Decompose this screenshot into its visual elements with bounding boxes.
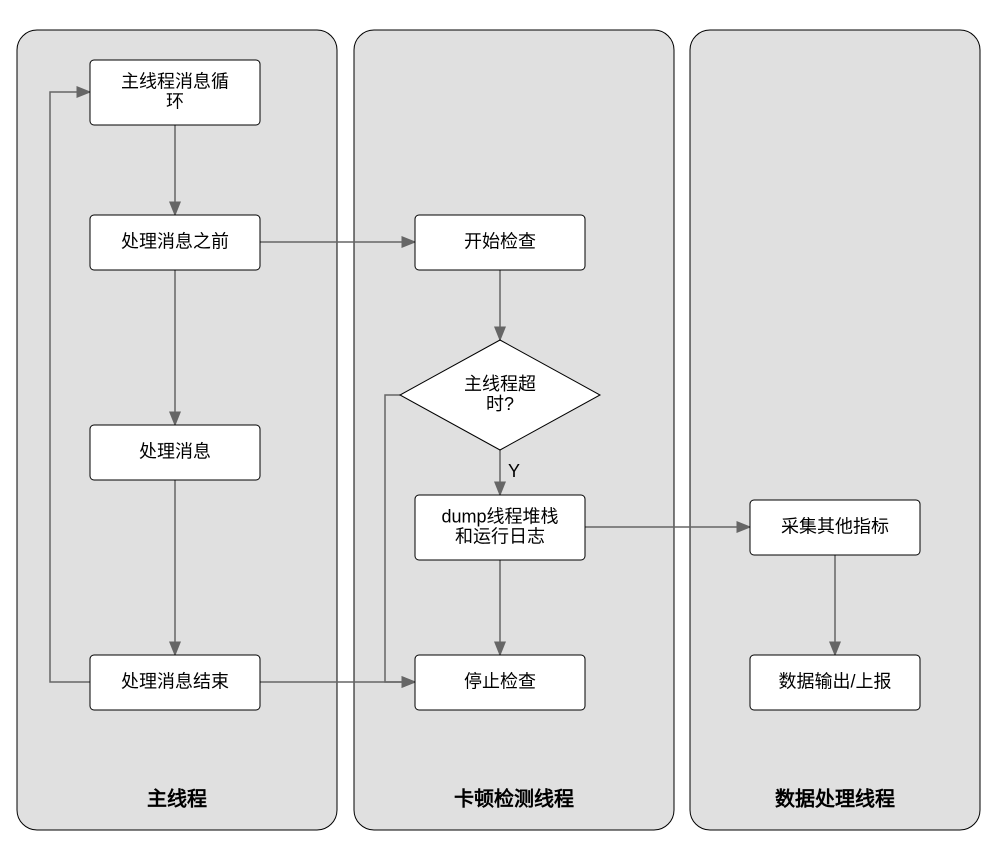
- node-text-n1-1: 环: [166, 91, 184, 111]
- node-text-n9-0: 采集其他指标: [781, 516, 889, 536]
- node-text-n6-0: 主线程超: [464, 374, 536, 394]
- node-text-n8-0: 停止检查: [464, 671, 536, 691]
- lane-title-lane3: 数据处理线程: [775, 786, 895, 810]
- lane-title-lane2: 卡顿检测线程: [454, 786, 574, 810]
- flowchart-diagram: 主线程 卡顿检测线程 数据处理线程 Y 主线程消息循环处理消息之前处理消息处理消息结…: [0, 0, 1000, 847]
- node-text-n7-1: 和运行日志: [455, 526, 545, 546]
- edge-label-6: Y: [508, 461, 520, 481]
- node-text-n3-0: 处理消息: [139, 441, 211, 461]
- node-text-n4-0: 处理消息结束: [121, 671, 229, 691]
- node-text-n2-0: 处理消息之前: [121, 231, 229, 251]
- lane-title-lane1: 主线程: [147, 786, 207, 810]
- node-text-n7-0: dump线程堆栈: [441, 506, 558, 526]
- node-text-n5-0: 开始检查: [464, 231, 536, 251]
- node-text-n1-0: 主线程消息循: [121, 71, 229, 91]
- node-text-n6-1: 时?: [486, 394, 514, 414]
- node-text-n10-0: 数据输出/上报: [778, 671, 891, 691]
